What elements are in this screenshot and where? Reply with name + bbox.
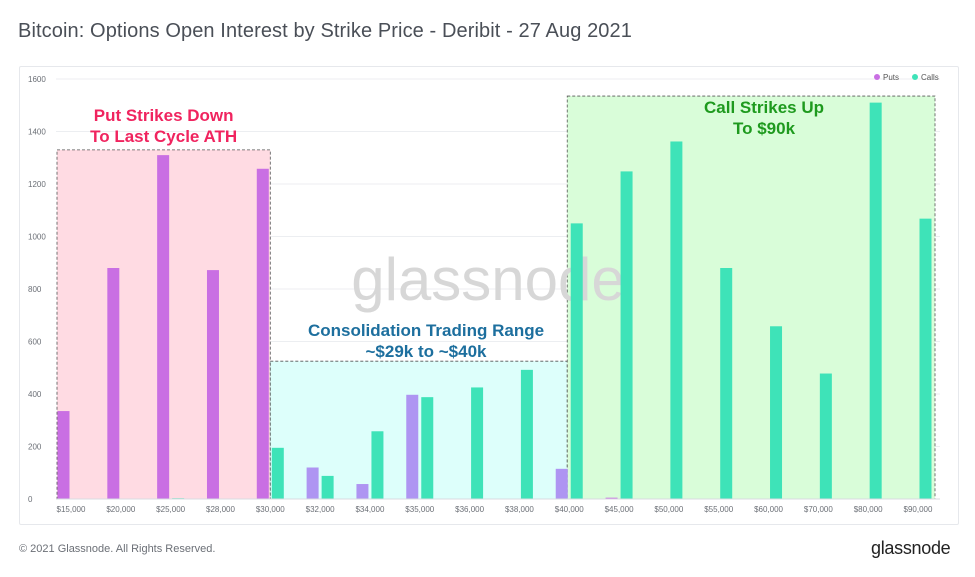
x-tick-label: $36,000 (455, 505, 484, 514)
annotation-put-line: Put Strikes Down (94, 106, 234, 125)
x-tick-label: $40,000 (555, 505, 584, 514)
bar-puts (107, 268, 120, 499)
x-tick-label: $38,000 (505, 505, 534, 514)
legend-puts-label: Puts (883, 73, 899, 82)
chart-frame (19, 66, 959, 525)
bar-puts (206, 270, 219, 499)
bar-calls (471, 387, 484, 499)
x-tick-label: $70,000 (804, 505, 833, 514)
bar-calls (321, 475, 334, 499)
bar-calls (371, 431, 384, 499)
y-tick-label: 1000 (28, 233, 46, 242)
bar-calls (720, 268, 733, 499)
bar-puts (356, 484, 369, 499)
x-tick-label: $60,000 (754, 505, 783, 514)
bar-calls (620, 171, 633, 499)
bar-calls (271, 447, 284, 499)
y-tick-label: 1400 (28, 128, 46, 137)
x-tick-label: $90,000 (904, 505, 933, 514)
copyright-text: © 2021 Glassnode. All Rights Reserved. (19, 543, 216, 555)
x-tick-label: $25,000 (156, 505, 185, 514)
bar-puts (555, 468, 568, 499)
y-tick-label: 600 (28, 338, 42, 347)
bar-puts (157, 155, 170, 499)
bar-calls (819, 373, 832, 499)
glassnode-logo: glassnode (871, 538, 951, 558)
bar-calls (520, 369, 533, 499)
x-tick-label: $20,000 (106, 505, 135, 514)
bar-calls (919, 218, 932, 499)
legend-calls-marker (912, 74, 918, 80)
x-tick-label: $35,000 (405, 505, 434, 514)
bar-puts (306, 467, 319, 499)
y-tick-label: 400 (28, 390, 42, 399)
y-tick-label: 200 (28, 443, 42, 452)
zone-mid (269, 360, 568, 500)
chart-title: Bitcoin: Options Open Interest by Strike… (18, 20, 632, 42)
bar-calls (869, 102, 882, 499)
y-tick-label: 1600 (28, 75, 46, 84)
bar-puts (256, 168, 269, 499)
x-tick-label: $55,000 (704, 505, 733, 514)
bar-puts (406, 394, 419, 499)
x-tick-label: $32,000 (306, 505, 335, 514)
annotation-call-line: To $90k (733, 119, 796, 138)
bar-puts (57, 411, 70, 499)
bar-calls (670, 141, 683, 499)
annotation-mid-line: ~$29k to ~$40k (366, 342, 488, 361)
bar-calls (570, 223, 583, 499)
x-tick-label: $50,000 (654, 505, 683, 514)
bar-calls (421, 397, 434, 499)
annotation-call-line: Call Strikes Up (704, 98, 824, 117)
annotation-mid-line: Consolidation Trading Range (308, 321, 544, 340)
legend-calls-label: Calls (921, 73, 939, 82)
x-tick-label: $15,000 (57, 505, 86, 514)
x-tick-label: $28,000 (206, 505, 235, 514)
x-tick-label: $45,000 (605, 505, 634, 514)
bar-calls (770, 326, 783, 499)
watermark-text: glassnode (351, 246, 625, 313)
x-tick-label: $30,000 (256, 505, 285, 514)
y-tick-label: 800 (28, 285, 42, 294)
bar-puts (605, 497, 618, 499)
y-tick-label: 1200 (28, 180, 46, 189)
annotation-put-line: To Last Cycle ATH (90, 127, 237, 146)
legend-puts-marker (874, 74, 880, 80)
x-tick-label: $34,000 (355, 505, 384, 514)
y-tick-label: 0 (28, 495, 33, 504)
x-tick-label: $80,000 (854, 505, 883, 514)
